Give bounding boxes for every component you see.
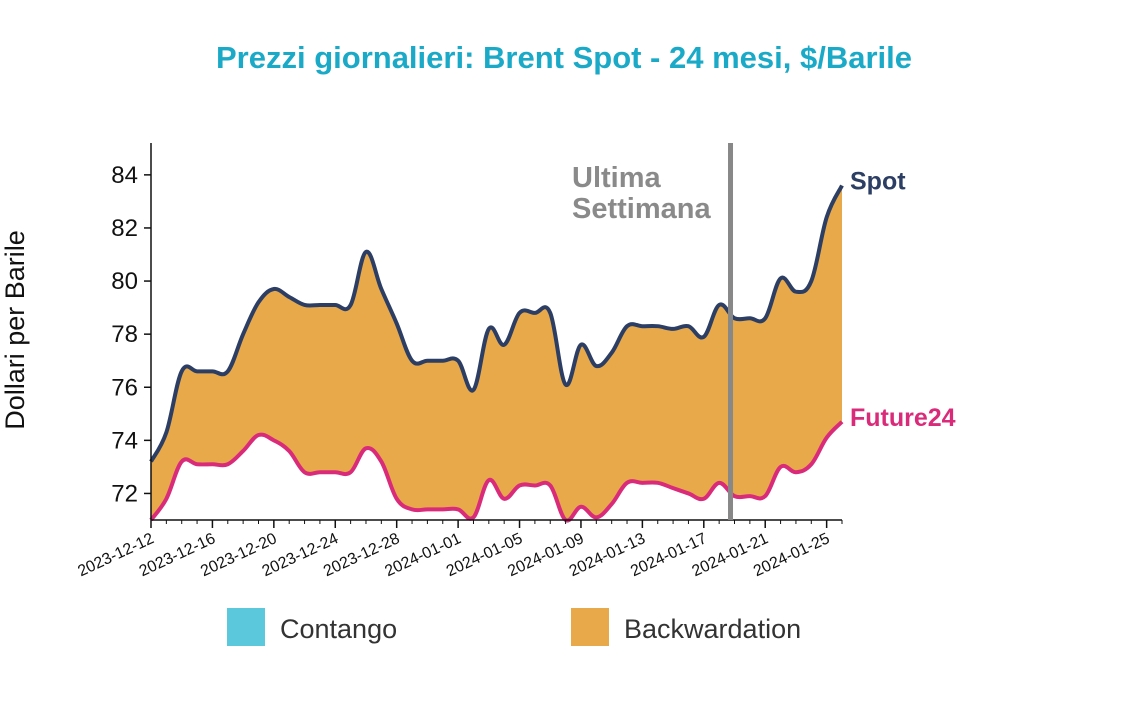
y-tick-label: 80: [111, 268, 138, 295]
legend-swatch-contango: [227, 608, 265, 646]
annotation-group: Ultima Settimana: [572, 143, 734, 520]
y-tick-label: 74: [111, 427, 138, 454]
legend-label-contango: Contango: [280, 614, 397, 644]
y-axis-label: Dollari per Barile: [0, 230, 30, 430]
series-label-future24: Future24: [850, 404, 956, 432]
annotation-text-line2: Settimana: [572, 193, 711, 225]
spot-line: [149, 184, 844, 463]
annotation-text-line1: Ultima: [572, 162, 662, 194]
future24-line: [149, 420, 844, 523]
series-label-spot: Spot: [850, 167, 906, 195]
legend-swatch-backwardation: [571, 608, 609, 646]
chart-title: Prezzi giornalieri: Brent Spot - 24 mesi…: [216, 40, 912, 75]
y-tick-label: 72: [111, 480, 138, 507]
y-tick-label: 76: [111, 374, 138, 401]
series-labels: Spot Future24: [850, 167, 956, 431]
plot-area: [149, 184, 844, 523]
y-tick-label: 78: [111, 321, 138, 348]
y-tick-label: 84: [111, 162, 138, 189]
legend-label-backwardation: Backwardation: [624, 614, 801, 644]
backwardation-area: [151, 185, 842, 521]
y-tick-label: 82: [111, 215, 138, 242]
legend: Contango Backwardation: [227, 608, 801, 646]
